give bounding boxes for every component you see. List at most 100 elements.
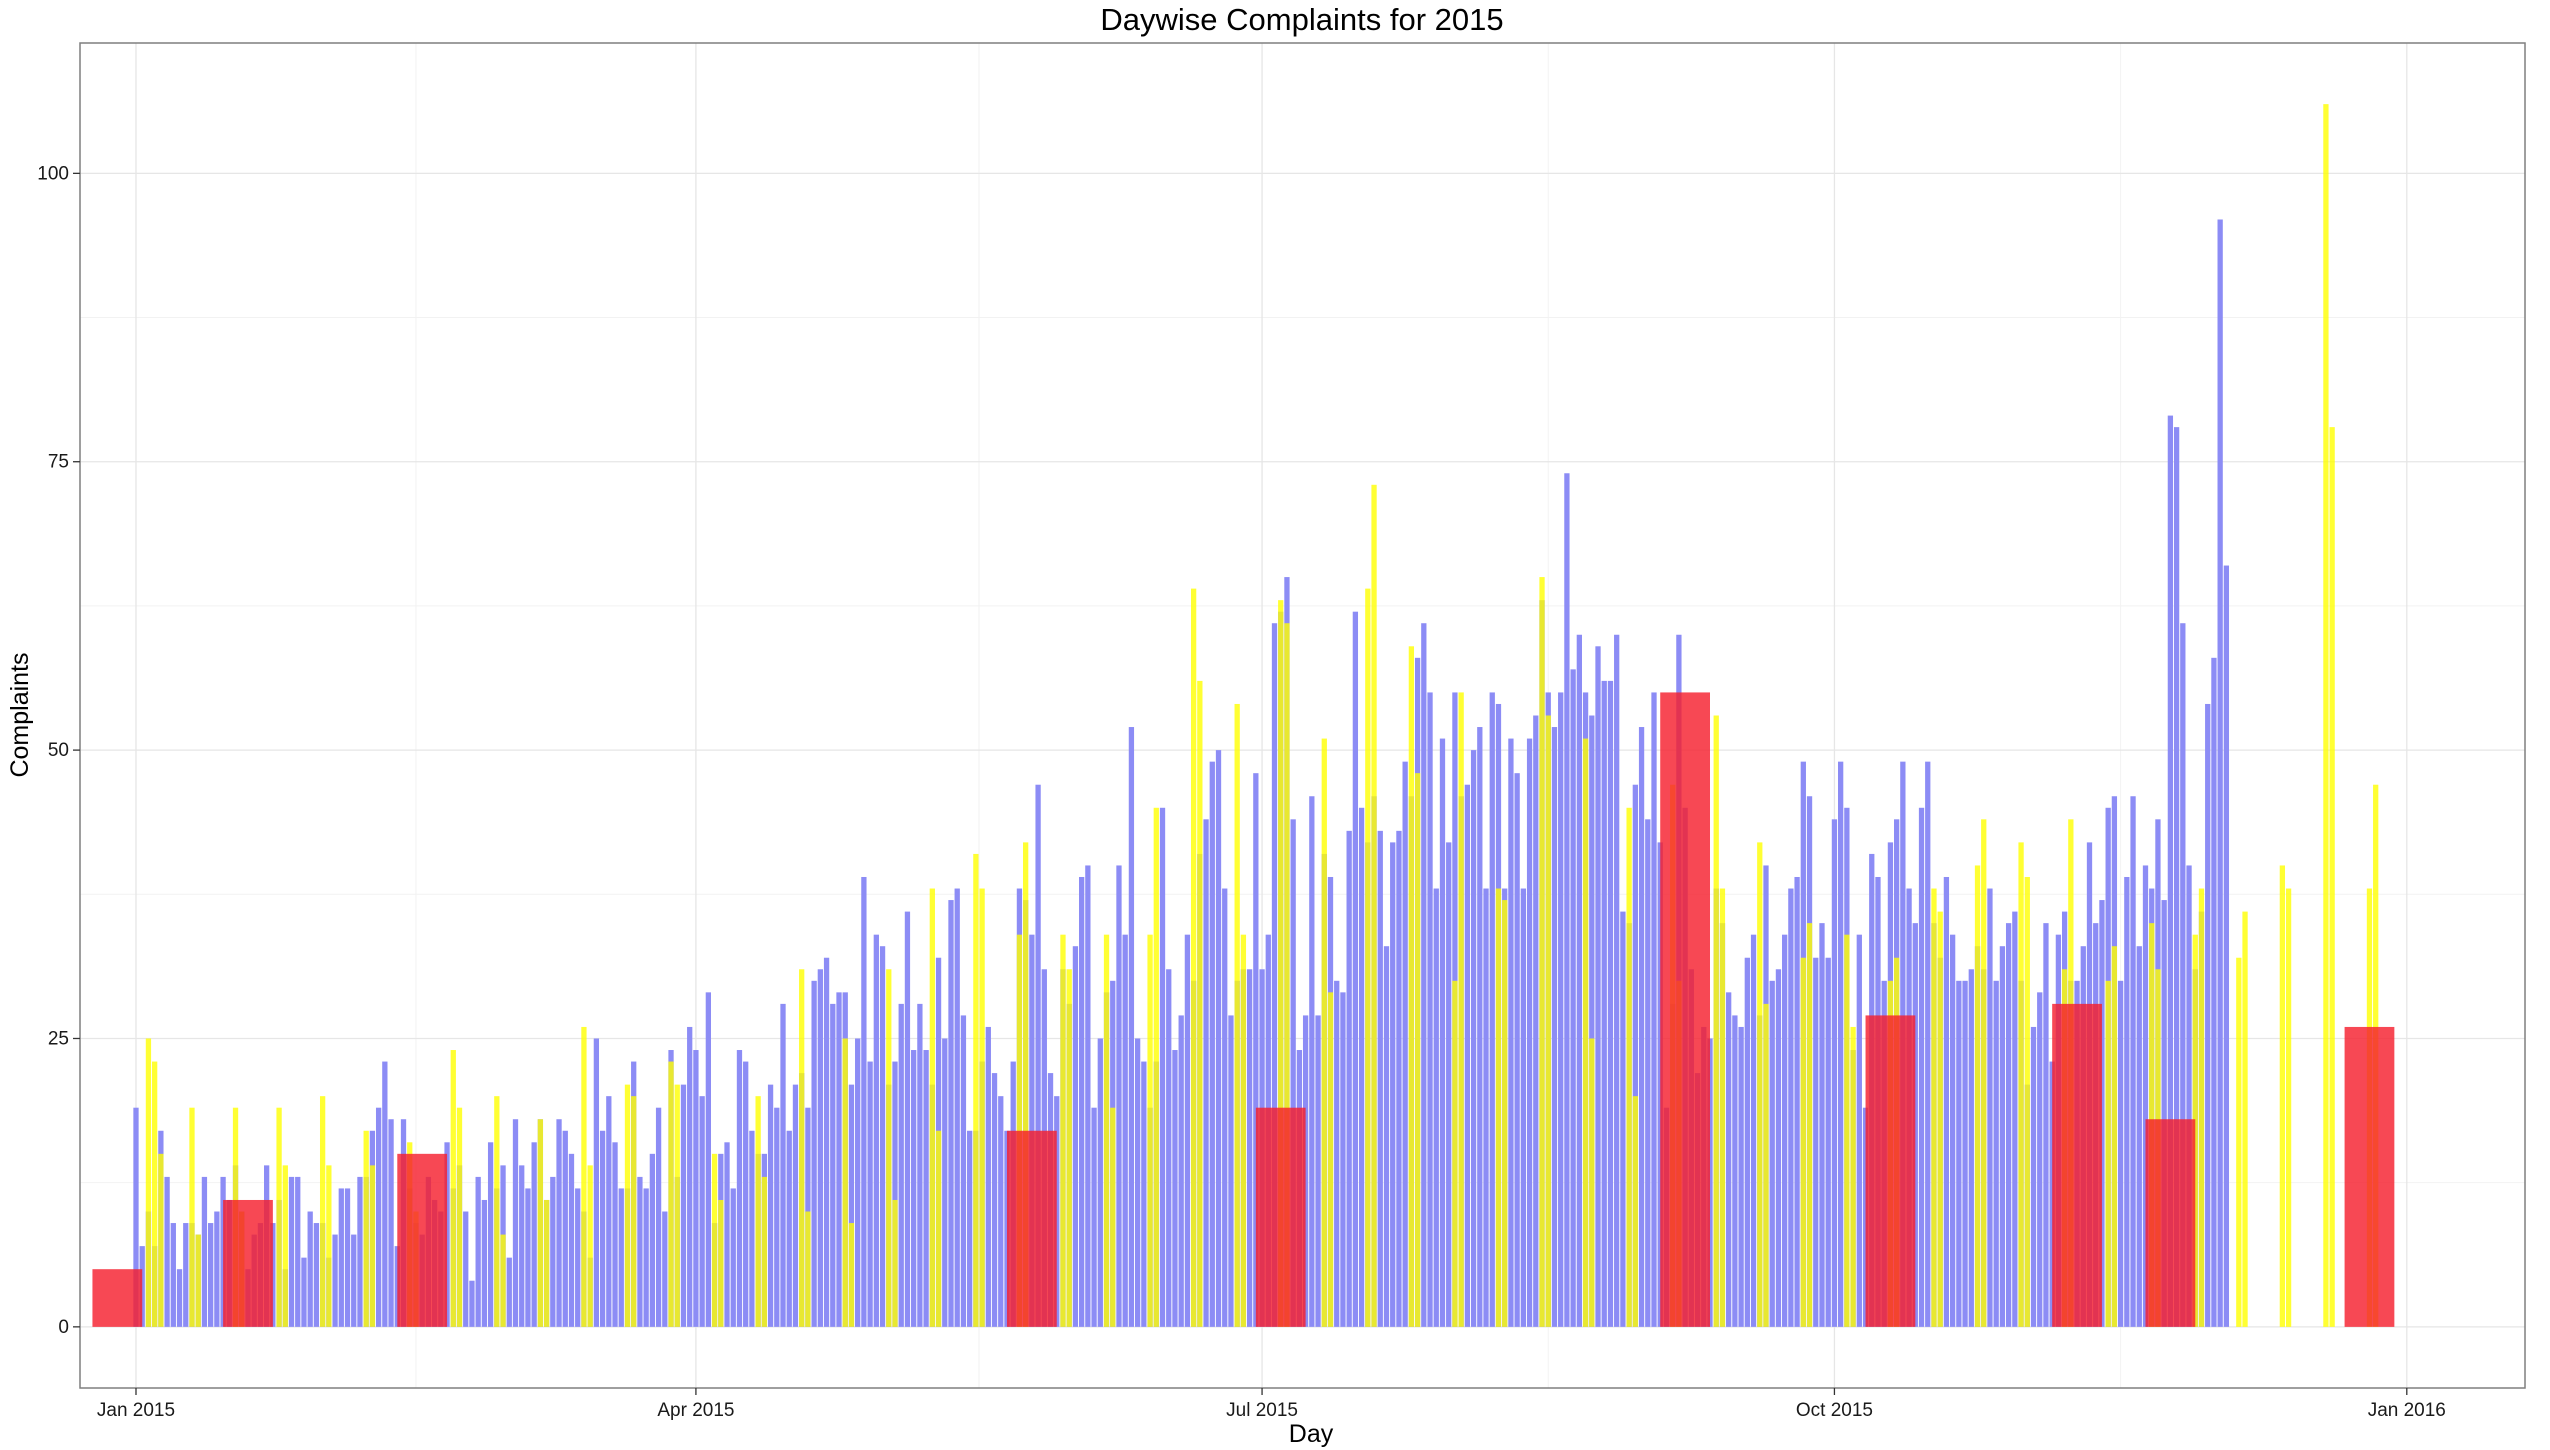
weekday-bar xyxy=(1072,946,1079,1327)
holiday-bar xyxy=(2145,1119,2196,1327)
weekday-bar xyxy=(1638,727,1645,1327)
weekend-bar xyxy=(152,1061,158,1327)
weekday-bar xyxy=(1632,784,1638,1327)
weekday-bar xyxy=(2124,876,2130,1327)
weekday-bar xyxy=(1943,876,1950,1327)
weekday-bar xyxy=(1949,934,1956,1327)
weekday-bar xyxy=(2005,923,2012,1327)
weekday-bar xyxy=(307,1211,313,1327)
weekday-bar xyxy=(1439,738,1446,1327)
weekend-bar xyxy=(1806,923,1813,1327)
weekday-bar xyxy=(1315,1015,1321,1327)
weekday-bar xyxy=(1390,842,1396,1327)
y-tick-label: 50 xyxy=(48,740,69,761)
weekday-bar xyxy=(1383,946,1390,1327)
weekday-bar xyxy=(699,1096,705,1327)
weekend-bar xyxy=(1850,1026,1856,1327)
weekday-bar xyxy=(599,1130,606,1327)
weekday-bar xyxy=(208,1223,214,1327)
weekday-bar xyxy=(562,1130,568,1327)
weekday-bar xyxy=(1122,934,1128,1327)
weekday-bar xyxy=(767,1084,774,1327)
weekend-bar xyxy=(2279,865,2286,1327)
weekend-bar xyxy=(1844,934,1850,1327)
holiday-bar xyxy=(397,1153,448,1327)
weekday-bar xyxy=(1838,761,1844,1327)
weekday-bar xyxy=(1750,934,1757,1327)
weekend-bar xyxy=(1408,646,1415,1327)
weekend-bar xyxy=(1931,888,1937,1327)
weekday-bar xyxy=(967,1130,973,1327)
holiday-bar xyxy=(1660,692,1710,1327)
weekend-bar xyxy=(718,1199,724,1327)
weekday-bar xyxy=(1222,888,1228,1327)
weekday-bar xyxy=(749,1130,755,1327)
weekday-bar xyxy=(1564,473,1570,1327)
weekday-bar xyxy=(463,1211,469,1327)
weekday-bar xyxy=(1246,969,1253,1327)
weekday-bar xyxy=(338,1188,344,1327)
weekday-bar xyxy=(351,1234,357,1327)
weekday-bar xyxy=(830,1003,836,1327)
weekday-bar xyxy=(898,1003,904,1327)
weekday-bar xyxy=(1334,980,1340,1327)
weekday-bar xyxy=(1477,727,1483,1327)
weekend-bar xyxy=(581,1026,587,1327)
weekday-bar xyxy=(1514,773,1520,1327)
weekday-bar xyxy=(811,980,817,1327)
weekday-bar xyxy=(948,900,954,1327)
weekday-bar xyxy=(618,1188,624,1327)
weekend-bar xyxy=(892,1199,898,1327)
weekday-bar xyxy=(1271,623,1278,1327)
weekday-bar xyxy=(519,1165,525,1327)
weekday-bar xyxy=(550,1176,556,1327)
weekend-bar xyxy=(2018,842,2024,1327)
weekday-bar xyxy=(743,1061,749,1327)
weekend-bar xyxy=(1234,703,1240,1327)
weekday-bar xyxy=(730,1188,736,1327)
weekday-bar xyxy=(1551,727,1558,1327)
weekend-bar xyxy=(1452,980,1458,1327)
weekday-bar xyxy=(1464,784,1471,1327)
weekend-bar xyxy=(674,1084,680,1327)
weekday-bar xyxy=(1358,807,1365,1327)
weekday-bar xyxy=(1956,980,1962,1327)
weekday-bar xyxy=(1433,888,1439,1327)
weekend-bar xyxy=(979,888,985,1327)
weekday-bar xyxy=(1421,623,1427,1327)
weekday-bar xyxy=(1134,1038,1141,1327)
weekend-bar xyxy=(1974,865,1981,1327)
weekend-bar xyxy=(587,1165,593,1327)
weekday-bar xyxy=(2205,703,2211,1327)
weekend-bar xyxy=(1153,807,1159,1327)
weekday-bar xyxy=(736,1050,743,1327)
weekday-bar xyxy=(288,1176,295,1327)
weekday-bar xyxy=(170,1223,176,1327)
weekend-bar xyxy=(1582,738,1589,1327)
weekday-bar xyxy=(164,1176,170,1327)
weekday-bar xyxy=(295,1176,301,1327)
weekday-bar xyxy=(1054,1096,1060,1327)
weekday-bar xyxy=(1166,969,1172,1327)
weekday-bar xyxy=(1035,784,1041,1327)
weekend-bar xyxy=(1365,588,1371,1327)
weekday-bar xyxy=(1987,888,1993,1327)
weekend-bar xyxy=(2198,888,2205,1327)
weekend-bar xyxy=(755,1096,761,1327)
weekday-bar xyxy=(2130,796,2136,1327)
weekday-bar xyxy=(2180,623,2186,1327)
weekday-bar xyxy=(2037,992,2043,1327)
weekday-bar xyxy=(687,1026,693,1327)
weekend-bar xyxy=(2285,888,2292,1327)
weekday-bar xyxy=(1377,830,1383,1327)
weekend-bar xyxy=(543,1199,550,1327)
x-tick-label: Jul 2015 xyxy=(1226,1400,1298,1421)
weekend-bar xyxy=(369,1165,376,1327)
weekday-bar xyxy=(1769,980,1775,1327)
holiday-bars xyxy=(92,692,2395,1327)
weekend-bar xyxy=(1284,623,1290,1327)
weekend-bar xyxy=(2105,980,2111,1327)
weekday-bar xyxy=(643,1188,649,1327)
weekend-bar xyxy=(1719,888,1726,1327)
weekday-bar xyxy=(792,1084,799,1327)
